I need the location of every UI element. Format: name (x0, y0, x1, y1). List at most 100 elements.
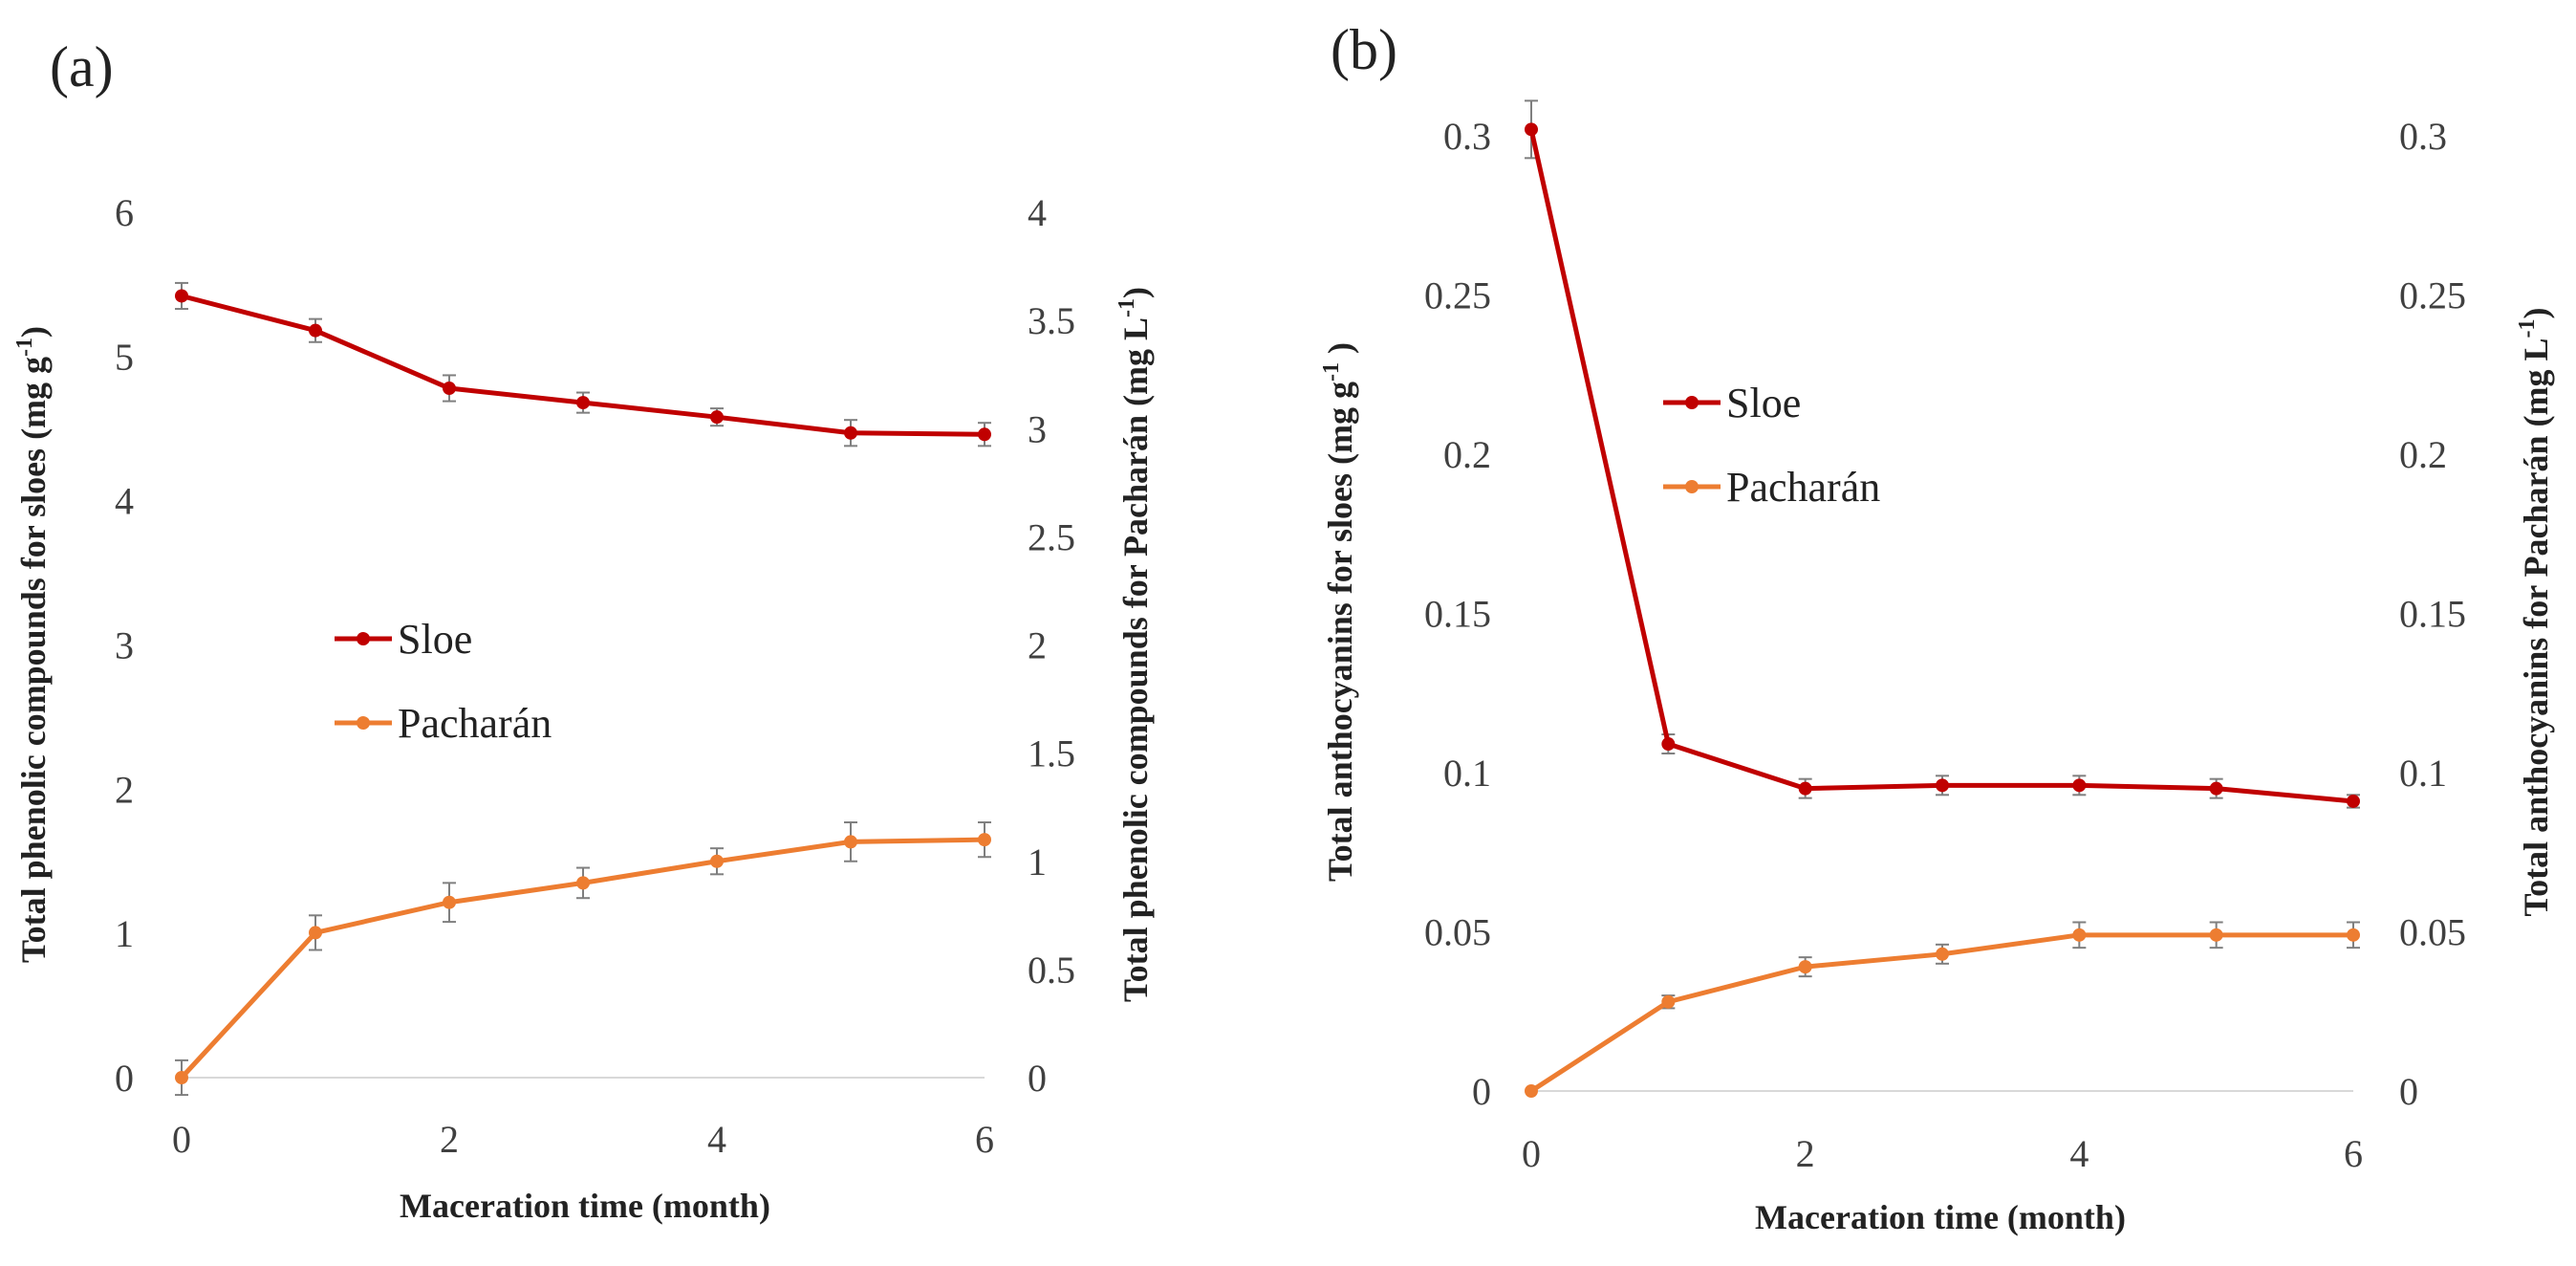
data-point (1798, 960, 1812, 974)
y-left-axis-title-close: ) (14, 326, 53, 338)
data-point (1661, 994, 1676, 1009)
data-point (710, 410, 724, 425)
y-right-tick-label: 0 (1028, 1057, 1047, 1100)
data-point (2347, 794, 2360, 808)
x-tick-label: 4 (707, 1118, 726, 1161)
legend-swatch-marker (357, 716, 370, 730)
y-left-axis-title-close: ) (1321, 342, 1359, 362)
data-point (1525, 1084, 1538, 1098)
y-right-tick-label: 0.15 (2399, 593, 2466, 636)
y-left-tick-label: 4 (115, 480, 134, 523)
y-left-tick-label: 5 (115, 336, 134, 379)
y-right-tick-label: 4 (1028, 191, 1047, 234)
y-right-tick-label: 2.5 (1028, 515, 1075, 558)
legend-label: Sloe (1726, 380, 1801, 426)
data-point (443, 382, 456, 396)
y-right-axis-title: Total anthocyanins for Pacharán (mg L-1) (2515, 307, 2555, 916)
y-left-tick-label: 0 (115, 1057, 134, 1100)
data-point (1936, 947, 1949, 961)
y-right-tick-label: 1 (1028, 840, 1047, 884)
x-tick-label: 0 (172, 1118, 191, 1161)
series-line (1528, 128, 2354, 804)
data-point (978, 427, 991, 442)
y-right-axis-title-close: ) (2517, 307, 2555, 318)
y-right-tick-label: 0.05 (2399, 911, 2466, 954)
legend-label: Sloe (398, 616, 472, 663)
y-left-tick-label: 0.3 (1443, 115, 1491, 158)
y-left-axis-title-text: Total anthocyanins for sloes (mg g (1321, 382, 1359, 882)
data-point (175, 289, 188, 303)
y-left-tick-label: 2 (115, 768, 134, 811)
y-right-axis-title-superscript: -1 (1115, 298, 1139, 317)
y-right-tick-label: 2 (1028, 624, 1047, 667)
x-axis-title: Maceration time (month) (1755, 1198, 2126, 1236)
y-left-tick-label: 3 (115, 624, 134, 667)
data-point (1525, 122, 1538, 137)
panel-a: (a)0 2 4 6012345600.511.522.533.54Maceratio… (12, 35, 1155, 1225)
x-tick-label: 4 (2069, 1132, 2089, 1175)
x-tick-label: 6 (2344, 1132, 2363, 1175)
data-point (710, 854, 724, 868)
data-point (2209, 928, 2223, 942)
y-right-tick-label: 0.2 (2399, 433, 2447, 476)
y-left-tick-label: 1 (115, 912, 134, 955)
legend-label: Pacharán (398, 700, 552, 747)
y-left-axis-title-superscript: -1 (1319, 362, 1344, 382)
data-point (2209, 781, 2223, 796)
x-tick-label: 2 (1796, 1132, 1815, 1175)
y-right-tick-label: 3 (1028, 407, 1047, 450)
data-point (844, 426, 857, 440)
data-point (1661, 737, 1676, 752)
data-point (1798, 781, 1812, 796)
y-right-tick-label: 1.5 (1028, 732, 1075, 775)
y-right-axis-title-text: Total anthocyanins for Pacharán (mg L (2517, 338, 2555, 916)
y-left-tick-label: 0.05 (1424, 911, 1491, 954)
x-tick-label: 6 (975, 1118, 994, 1161)
y-right-tick-label: 0.3 (2399, 115, 2447, 158)
y-right-axis-title-superscript: -1 (2515, 318, 2540, 338)
y-right-axis-title-close: ) (1116, 287, 1155, 298)
data-point (576, 876, 590, 890)
data-point (1936, 778, 1949, 793)
legend-swatch-marker (1685, 396, 1699, 409)
y-right-tick-label: 0.5 (1028, 949, 1075, 992)
y-right-tick-label: 0.1 (2399, 752, 2447, 795)
panel-b: (b)0 2 4 600.050.10.150.20.250.300.050.10.1… (1319, 18, 2555, 1236)
data-point (2347, 928, 2360, 942)
data-point (576, 396, 590, 410)
legend-swatch-marker (1685, 480, 1699, 493)
y-left-tick-label: 0 (1472, 1070, 1491, 1113)
data-point (2072, 778, 2087, 793)
data-point (2072, 928, 2087, 942)
x-tick-label: 2 (440, 1118, 459, 1161)
series-pacharn (175, 821, 991, 1097)
x-tick-label: 0 (1522, 1132, 1541, 1175)
series-sloe (175, 281, 991, 447)
data-point (309, 323, 322, 338)
y-left-tick-label: 6 (115, 191, 134, 234)
x-axis-title: Maceration time (month) (400, 1187, 770, 1225)
y-right-axis-title: Total phenolic compounds for Pacharán (m… (1115, 287, 1155, 1002)
legend-label: Pacharán (1726, 464, 1880, 511)
y-left-axis-title: Total phenolic compounds for sloes (mg g… (12, 326, 53, 963)
y-left-axis-title-superscript: -1 (12, 338, 37, 357)
panel-label: (b) (1331, 18, 1397, 81)
panel-label: (a) (50, 35, 114, 98)
data-point (978, 833, 991, 847)
y-right-axis-title-text: Total phenolic compounds for Pacharán (m… (1116, 317, 1155, 1002)
y-left-tick-label: 0.25 (1424, 274, 1491, 317)
data-point (175, 1071, 188, 1084)
data-point (844, 835, 857, 849)
y-left-axis-title: Total anthocyanins for sloes (mg g-1 ) (1319, 342, 1359, 882)
y-left-tick-label: 0.15 (1424, 593, 1491, 636)
y-right-tick-label: 3.5 (1028, 299, 1075, 342)
y-left-tick-label: 0.1 (1443, 752, 1491, 795)
legend-swatch-marker (357, 632, 370, 645)
series-sloe (1525, 99, 2360, 809)
y-left-tick-label: 0.2 (1443, 433, 1491, 476)
y-right-tick-label: 0.25 (2399, 274, 2466, 317)
y-right-tick-label: 0 (2399, 1070, 2418, 1113)
data-point (309, 926, 322, 940)
data-point (443, 895, 456, 909)
